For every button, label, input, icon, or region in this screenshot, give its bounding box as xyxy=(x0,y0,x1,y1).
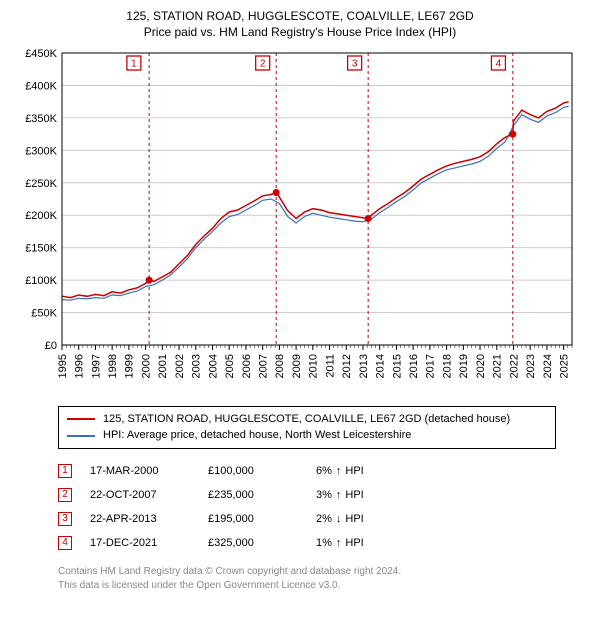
legend-item: 125, STATION ROAD, HUGGLESCOTE, COALVILL… xyxy=(67,411,547,428)
transaction-hpi: 3% HPI xyxy=(316,489,426,501)
svg-text:2025: 2025 xyxy=(558,354,570,378)
hpi-pct: 1% xyxy=(316,537,332,549)
svg-text:2006: 2006 xyxy=(241,354,253,378)
hpi-pct: 3% xyxy=(316,489,332,501)
svg-text:2019: 2019 xyxy=(458,354,470,378)
transaction-date: 22-OCT-2007 xyxy=(90,489,190,501)
transaction-hpi: 6% HPI xyxy=(316,465,426,477)
svg-text:2012: 2012 xyxy=(341,354,353,378)
legend-item: HPI: Average price, detached house, Nort… xyxy=(67,427,547,444)
price-chart: £0 £50K £100K £150K £200K £250K £300K £350K £400… xyxy=(20,45,580,400)
svg-text:£0: £0 xyxy=(45,340,57,352)
hpi-label: HPI xyxy=(345,537,363,549)
svg-text:£450K: £450K xyxy=(25,48,57,60)
transaction-date: 17-MAR-2000 xyxy=(90,465,190,477)
svg-text:3: 3 xyxy=(352,58,358,69)
arrow-down-icon xyxy=(336,513,342,525)
hpi-label: HPI xyxy=(345,489,363,501)
svg-text:2023: 2023 xyxy=(525,354,537,378)
svg-text:£100K: £100K xyxy=(25,275,57,287)
transaction-row: 4 17-DEC-2021 £325,000 1% HPI xyxy=(58,531,590,555)
transaction-price: £195,000 xyxy=(208,513,298,525)
svg-text:2004: 2004 xyxy=(207,354,219,378)
transaction-marker: 1 xyxy=(58,464,72,478)
svg-text:2020: 2020 xyxy=(475,354,487,378)
svg-text:2013: 2013 xyxy=(358,354,370,378)
legend-swatch xyxy=(67,418,95,420)
legend-label: 125, STATION ROAD, HUGGLESCOTE, COALVILL… xyxy=(103,411,510,428)
chart-container: 125, STATION ROAD, HUGGLESCOTE, COALVILL… xyxy=(0,0,600,620)
svg-text:2010: 2010 xyxy=(308,354,320,378)
svg-text:2009: 2009 xyxy=(291,354,303,378)
svg-text:1998: 1998 xyxy=(107,354,119,378)
svg-text:2016: 2016 xyxy=(408,354,420,378)
transaction-row: 2 22-OCT-2007 £235,000 3% HPI xyxy=(58,483,590,507)
transaction-price: £325,000 xyxy=(208,537,298,549)
svg-text:2008: 2008 xyxy=(274,354,286,378)
arrow-up-icon xyxy=(336,489,342,501)
page-title: 125, STATION ROAD, HUGGLESCOTE, COALVILL… xyxy=(10,8,590,25)
svg-text:1995: 1995 xyxy=(57,354,69,378)
svg-text:2022: 2022 xyxy=(508,354,520,378)
svg-text:2021: 2021 xyxy=(492,354,504,378)
svg-text:2000: 2000 xyxy=(140,354,152,378)
svg-text:£400K: £400K xyxy=(25,80,57,92)
svg-text:£50K: £50K xyxy=(31,307,57,319)
transaction-price: £100,000 xyxy=(208,465,298,477)
svg-text:£300K: £300K xyxy=(25,145,57,157)
transaction-marker: 2 xyxy=(58,488,72,502)
chart-area: £0 £50K £100K £150K £200K £250K £300K £350K £400… xyxy=(20,45,580,400)
arrow-up-icon xyxy=(336,537,342,549)
transaction-row: 3 22-APR-2013 £195,000 2% HPI xyxy=(58,507,590,531)
svg-text:1996: 1996 xyxy=(74,354,86,378)
svg-text:2011: 2011 xyxy=(324,354,336,378)
transaction-date: 22-APR-2013 xyxy=(90,513,190,525)
transaction-marker: 4 xyxy=(58,536,72,550)
svg-text:2002: 2002 xyxy=(174,354,186,378)
hpi-pct: 6% xyxy=(316,465,332,477)
svg-text:2007: 2007 xyxy=(258,354,270,378)
svg-text:2015: 2015 xyxy=(391,354,403,378)
hpi-pct: 2% xyxy=(316,513,332,525)
svg-text:2018: 2018 xyxy=(441,354,453,378)
svg-text:2024: 2024 xyxy=(542,354,554,378)
transaction-row: 1 17-MAR-2000 £100,000 6% HPI xyxy=(58,459,590,483)
legend: 125, STATION ROAD, HUGGLESCOTE, COALVILL… xyxy=(58,406,556,449)
svg-text:1999: 1999 xyxy=(124,354,136,378)
svg-text:2: 2 xyxy=(260,58,266,69)
svg-text:1997: 1997 xyxy=(90,354,102,378)
svg-text:2014: 2014 xyxy=(375,354,387,378)
transaction-hpi: 2% HPI xyxy=(316,513,426,525)
svg-text:£250K: £250K xyxy=(25,178,57,190)
svg-text:2017: 2017 xyxy=(425,354,437,378)
arrow-up-icon xyxy=(336,465,342,477)
legend-label: HPI: Average price, detached house, Nort… xyxy=(103,427,411,444)
svg-text:2001: 2001 xyxy=(157,354,169,378)
svg-text:2005: 2005 xyxy=(224,354,236,378)
svg-text:4: 4 xyxy=(496,58,502,69)
svg-text:1: 1 xyxy=(131,58,137,69)
transaction-marker: 3 xyxy=(58,512,72,526)
svg-text:£350K: £350K xyxy=(25,113,57,125)
svg-text:£200K: £200K xyxy=(25,210,57,222)
transaction-date: 17-DEC-2021 xyxy=(90,537,190,549)
page-subtitle: Price paid vs. HM Land Registry's House … xyxy=(10,25,590,39)
footer-attribution: Contains HM Land Registry data © Crown c… xyxy=(58,565,590,593)
hpi-label: HPI xyxy=(345,465,363,477)
transactions-table: 1 17-MAR-2000 £100,000 6% HPI 2 22-OCT-2007 £23… xyxy=(58,459,590,555)
footer-line-1: Contains HM Land Registry data © Crown c… xyxy=(58,565,590,579)
footer-line-2: This data is licensed under the Open Gov… xyxy=(58,579,590,593)
svg-text:£150K: £150K xyxy=(25,242,57,254)
svg-text:2003: 2003 xyxy=(191,354,203,378)
legend-swatch xyxy=(67,435,95,437)
hpi-label: HPI xyxy=(345,513,363,525)
transaction-hpi: 1% HPI xyxy=(316,537,426,549)
transaction-price: £235,000 xyxy=(208,489,298,501)
